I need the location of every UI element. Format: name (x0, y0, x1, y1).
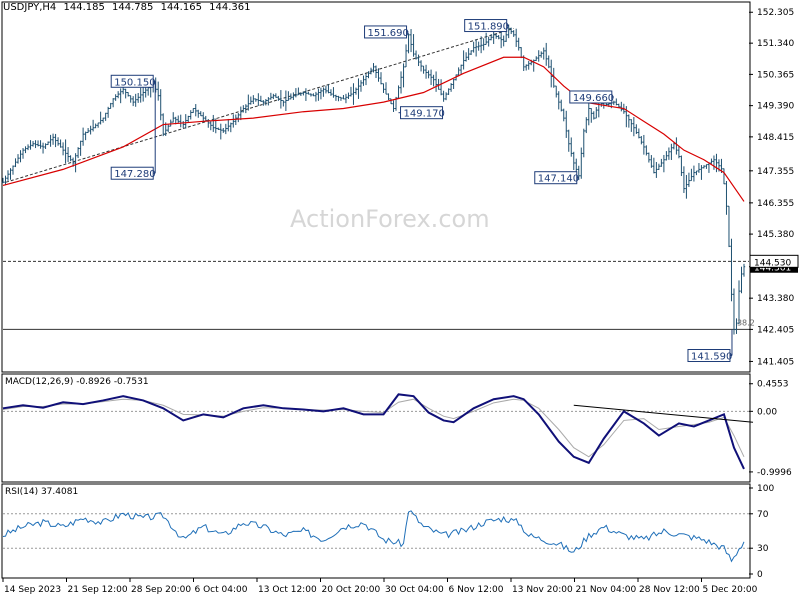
swing-label-text: 149.170 (404, 109, 445, 120)
price-y-tick-label: 145.380 (757, 230, 794, 240)
macd-panel: 0.4553 0.00 -0.9996 (2, 380, 792, 478)
macd-panel-frame (1, 373, 751, 483)
ref-price-label: 144.530 (754, 258, 791, 268)
x-axis-tick-label: 28 Sep 20:00 (131, 585, 191, 595)
x-axis-tick-label: 30 Oct 04:00 (385, 585, 444, 595)
close-value: 144.361 (209, 2, 251, 13)
swing-label-box (400, 106, 444, 120)
rsi-panel-frame (1, 483, 751, 579)
swing-label-text: 151.690 (368, 28, 409, 39)
rising-trendline (5, 27, 514, 183)
price-panel-frame (1, 1, 751, 373)
price-y-tick-label: 152.305 (757, 8, 794, 18)
price-y-tick-label: 147.355 (757, 167, 794, 177)
price-y-tick-label: 151.340 (757, 39, 794, 49)
swing-label-box (110, 74, 154, 88)
x-axis-tick-label: 28 Nov 12:00 (639, 585, 700, 595)
swing-label-box (464, 19, 508, 33)
low-value: 144.165 (160, 2, 202, 13)
x-axis-tick-label: 6 Nov 12:00 (449, 585, 504, 595)
macd-line (2, 393, 745, 470)
price-y-tick-label: 150.365 (757, 70, 794, 80)
x-axis-tick-label: 6 Oct 04:00 (195, 585, 248, 595)
price-panel: 152.305 151.340 150.365 149.390 148.415 147.3… (1, 8, 799, 367)
price-y-tick-label: 149.390 (757, 102, 794, 112)
x-axis: 14 Sep 2023 21 Sep 12:00 28 Sep 20:00 6 Oct… (2, 578, 758, 595)
rsi-panel: 100 70 30 0 (2, 484, 774, 580)
rsi-y-tick-label: 30 (757, 544, 769, 554)
swing-label-box (534, 171, 578, 185)
fib-label: 38.2 (737, 318, 755, 327)
price-y-tick-label: 143.380 (757, 294, 794, 304)
rsi-title: RSI(14) 37.4081 (5, 487, 79, 497)
symbol-label: USDJPY,H4 (3, 2, 57, 13)
macd-y-tick-label: 0.4553 (757, 380, 789, 390)
x-axis-tick-label: 13 Nov 20:00 (512, 585, 573, 595)
swing-label-text: 149.660 (573, 93, 614, 104)
rsi-line (2, 510, 745, 563)
swing-label-box (110, 166, 154, 180)
swing-label-text: 151.890 (468, 22, 509, 33)
rsi-y-tick-label: 70 (757, 510, 769, 520)
rsi-y-tick-label: 100 (757, 484, 774, 494)
watermark: ActionForex.com (290, 205, 490, 233)
price-y-tick-label: 148.415 (757, 133, 794, 143)
macd-y-tick-label: 0.00 (757, 407, 777, 417)
swing-label-box (687, 349, 731, 363)
swing-label-box (569, 90, 613, 104)
ref-price-box (749, 254, 799, 268)
price-y-tick-label: 141.405 (757, 357, 794, 367)
x-axis-tick-label: 5 Dec 20:00 (703, 585, 758, 595)
symbol-header: USDJPY,H4 144.185 144.785 144.165 144.36… (3, 2, 254, 13)
swing-label-text: 141.590 (691, 352, 732, 363)
x-axis-tick-label: 21 Sep 12:00 (68, 585, 128, 595)
high-value: 144.785 (112, 2, 154, 13)
open-value: 144.185 (63, 2, 105, 13)
moving-average-line (2, 56, 745, 202)
swing-label-text: 150.150 (114, 77, 155, 88)
price-y-tick-label: 146.355 (757, 199, 794, 209)
macd-trendline (573, 404, 754, 423)
x-axis-tick-label: 13 Oct 12:00 (258, 585, 317, 595)
x-axis-tick-label: 21 Nov 04:00 (576, 585, 637, 595)
swing-label-box (364, 25, 408, 39)
x-axis-tick-label: 20 Oct 20:00 (322, 585, 381, 595)
rsi-y-tick-label: 0 (757, 570, 763, 580)
macd-y-tick-label: -0.9996 (757, 468, 792, 478)
swing-label-text: 147.280 (114, 169, 155, 180)
x-axis-tick-label: 14 Sep 2023 (4, 585, 61, 595)
macd-title: MACD(12,26,9) -0.8926 -0.7531 (5, 377, 149, 387)
swing-label-text: 147.140 (538, 174, 579, 185)
price-y-tick-label: 142.405 (757, 325, 794, 335)
current-price-label: 144.361 (754, 264, 791, 274)
